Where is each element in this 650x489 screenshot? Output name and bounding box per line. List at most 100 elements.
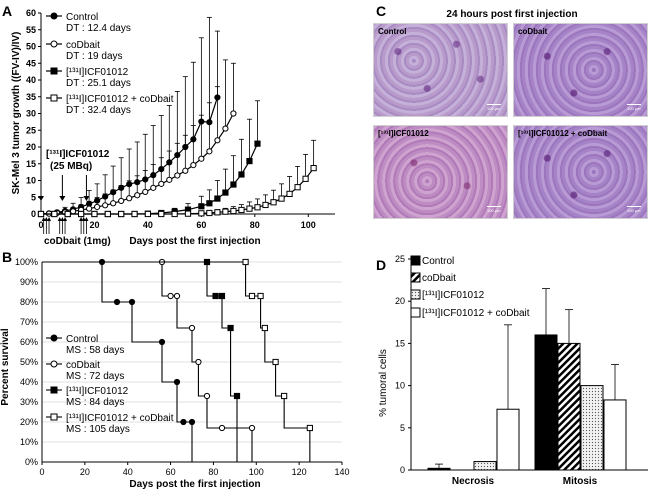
chart-a-drug-annotation: [¹³¹I]ICF01012 [46, 149, 110, 160]
micrograph-icf01012: [¹³¹I]ICF01012 100 µm [373, 125, 508, 219]
category-label: Mitosis [563, 476, 598, 487]
micrograph-label: [¹³¹I]ICF01012 [378, 129, 429, 138]
y-tick-label: 50 [26, 42, 36, 52]
data-point [91, 210, 98, 218]
codbait-arrowhead [84, 217, 89, 221]
y-tick-label: 0% [25, 457, 38, 467]
data-point [158, 180, 165, 187]
y-tick-label: 15 [26, 159, 36, 169]
legend-marker [50, 360, 58, 368]
bar [557, 342, 581, 471]
data-point [198, 203, 205, 210]
y-tick-label: 5 [400, 423, 405, 433]
data-point [104, 210, 111, 218]
chart-a-xlabel: Days post the first injection [129, 236, 260, 247]
micrograph-control: Control 100 µm [373, 23, 508, 117]
survival-series-3 [42, 258, 313, 462]
legend-swatch [410, 255, 421, 266]
x-tick-label: 120 [292, 467, 307, 477]
x-tick-label: 20 [89, 220, 99, 230]
tumor-growth-chart: SK-Mel 3 tumor growth ((FV-IV)/IV) Days … [11, 8, 335, 247]
data-point [118, 197, 125, 205]
data-point [238, 206, 245, 214]
legend-median-survival: MS : 72 days [66, 371, 124, 382]
legend-series-name: coDbait [422, 273, 456, 284]
y-tick-label: 45 [26, 58, 36, 68]
micrograph-label: Control [378, 27, 407, 36]
data-point [233, 392, 241, 400]
data-point [238, 171, 245, 178]
y-tick-label: 80% [20, 297, 38, 307]
data-point [222, 189, 229, 196]
data-point [144, 210, 152, 218]
legend-series-name: Control [422, 256, 454, 267]
data-point [294, 184, 301, 191]
legend-swatch [410, 307, 421, 318]
bar [473, 461, 497, 471]
data-point [64, 210, 71, 218]
codbait-arrowhead [47, 217, 52, 221]
legend-marker [50, 40, 58, 48]
legend-marker [50, 334, 58, 342]
panel-letter-c: C [376, 3, 386, 19]
data-point [254, 204, 261, 211]
bar [534, 334, 558, 471]
injection-arrowhead [38, 196, 44, 201]
bar [496, 408, 520, 471]
data-point [246, 205, 253, 212]
scale-bar: 100 µm [627, 106, 641, 111]
x-tick-label: 60 [166, 467, 176, 477]
x-tick-label: 100 [301, 220, 316, 230]
data-point [118, 210, 125, 218]
survival-step-line [42, 261, 311, 462]
data-point [134, 192, 141, 199]
codbait-arrowhead [63, 217, 68, 221]
legend-series-name: Control [66, 334, 98, 345]
y-tick-label: 100% [15, 257, 38, 267]
y-tick-label: 60% [20, 337, 38, 347]
data-point [222, 125, 229, 132]
panel-letter-d: D [376, 257, 386, 273]
data-point [310, 165, 317, 172]
data-point [182, 167, 189, 174]
data-point [212, 292, 219, 300]
legend-marker [50, 413, 58, 421]
bar-group-necrosis [427, 324, 520, 471]
legend-marker [50, 12, 58, 20]
legend-doubling-time: DT : 19 days [66, 51, 123, 62]
legend-series-name: [¹³¹I]ICF01012 [422, 290, 485, 301]
y-tick-label: 30% [20, 397, 38, 407]
chart-a-dose-annotation: (25 MBq) [50, 161, 92, 172]
x-tick-label: 80 [208, 467, 218, 477]
y-tick-label: 40% [20, 377, 38, 387]
chart-b-ylabel: Percent survival [0, 328, 11, 405]
scale-bar: 100 µm [627, 208, 641, 213]
codbait-arrowhead [57, 217, 62, 221]
legend-series-name: [¹³¹I]ICF01012 + coDbait [66, 94, 174, 105]
micrograph-codbait: coDbait 100 µm [513, 23, 648, 117]
data-point [86, 205, 93, 212]
y-tick-label: 25 [395, 254, 405, 264]
data-point [286, 190, 293, 198]
data-point [248, 292, 256, 300]
data-point [248, 424, 256, 432]
panel-letter-b: B [2, 249, 12, 265]
legend-doubling-time: DT : 25.1 days [66, 78, 131, 89]
y-tick-label: 15 [395, 338, 405, 348]
data-point [77, 210, 85, 218]
data-point [218, 424, 226, 432]
data-point [102, 202, 109, 209]
codbait-arrowhead [44, 217, 49, 221]
data-point [257, 292, 264, 300]
legend-median-survival: MS : 105 days [66, 424, 130, 435]
x-tick-label: 20 [80, 467, 90, 477]
x-tick-label: 140 [334, 467, 349, 477]
data-point [270, 199, 277, 206]
x-tick-label: 60 [196, 220, 206, 230]
y-tick-label: 0 [400, 465, 405, 475]
data-point [203, 392, 211, 400]
legend-series-name: [¹³¹I]ICF01012 [66, 67, 129, 78]
panel-letter-a: A [2, 3, 12, 19]
tumoral-cells-bar-chart: % tumoral cells 0 5 10 15 20 25 Necrosis Mitosi… [378, 254, 648, 487]
